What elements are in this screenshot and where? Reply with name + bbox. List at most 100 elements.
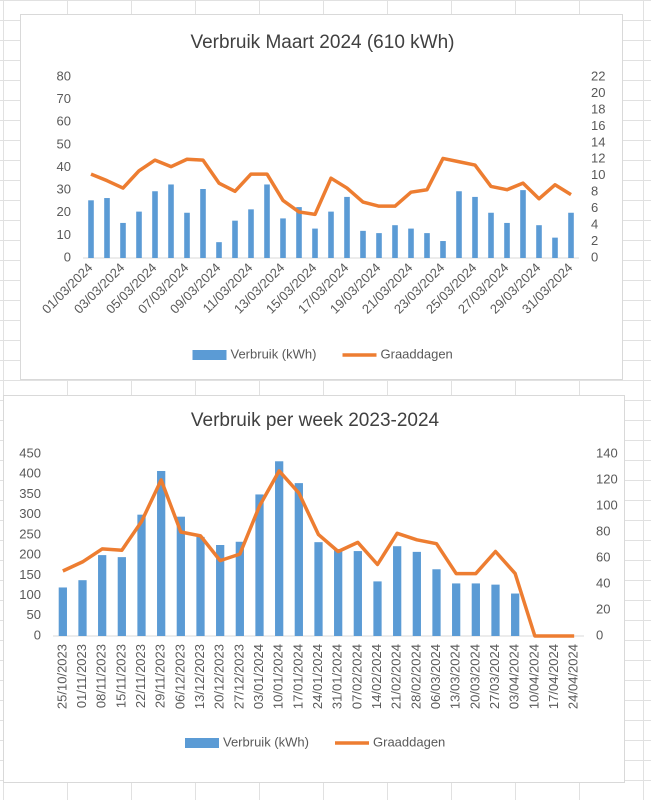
x-tick-label: 20/03/2024 (467, 644, 482, 709)
legend-label: Graaddagen (381, 346, 453, 361)
y2-tick-label: 12 (591, 151, 605, 166)
x-tick-label: 14/02/2024 (369, 644, 384, 709)
bar (408, 228, 414, 258)
bar (312, 228, 318, 258)
bar (275, 461, 284, 636)
bar (360, 230, 366, 258)
bar (152, 191, 158, 258)
y-tick-label: 400 (19, 466, 41, 481)
x-tick-label: 10/04/2024 (526, 644, 541, 709)
x-tick-label: 28/02/2024 (408, 644, 423, 709)
x-tick-label: 31/01/2024 (330, 644, 345, 709)
y-tick-label: 100 (19, 587, 41, 602)
y2-tick-label: 4 (591, 217, 598, 232)
bar (280, 218, 286, 258)
bar (216, 242, 222, 258)
bar (552, 237, 558, 258)
bar (424, 233, 430, 258)
bar (504, 222, 510, 258)
y-tick-label: 10 (57, 227, 71, 242)
bar (536, 225, 542, 258)
y-tick-label: 50 (57, 136, 71, 151)
x-tick-label: 24/01/2024 (310, 644, 325, 709)
x-tick-label: 25/10/2023 (54, 644, 69, 709)
bar (392, 225, 398, 258)
bar (296, 207, 302, 258)
y2-tick-label: 14 (591, 134, 605, 149)
y2-tick-label: 18 (591, 101, 605, 116)
y2-tick-label: 6 (591, 200, 598, 215)
y2-tick-label: 8 (591, 184, 598, 199)
y2-tick-label: 40 (596, 575, 610, 590)
y-tick-label: 450 (19, 445, 41, 460)
bar (248, 209, 254, 258)
y2-tick-label: 80 (596, 523, 610, 538)
x-tick-label: 29/11/2023 (153, 644, 168, 708)
bar (78, 580, 87, 636)
y2-tick-label: 120 (596, 471, 618, 486)
bar (294, 483, 303, 636)
bar (393, 546, 402, 636)
bar (235, 541, 244, 636)
y-tick-label: 40 (57, 159, 71, 174)
bar (412, 551, 421, 636)
bar (452, 583, 461, 636)
x-tick-label: 17/04/2024 (546, 644, 561, 709)
y-tick-label: 20 (57, 204, 71, 219)
x-tick-label: 20/12/2023 (212, 644, 227, 709)
y2-tick-label: 0 (596, 627, 603, 642)
bar (440, 241, 446, 258)
chart-panel: Verbruik per week 2023-20240501001502002… (3, 395, 625, 783)
legend-swatch (185, 738, 219, 748)
y2-tick-label: 16 (591, 118, 605, 133)
y-tick-label: 0 (64, 249, 71, 264)
x-tick-label: 13/03/2024 (448, 644, 463, 709)
x-tick-label: 03/01/2024 (251, 644, 266, 709)
y-tick-label: 30 (57, 182, 71, 197)
x-tick-label: 24/04/2024 (566, 644, 581, 709)
y-tick-label: 0 (34, 627, 41, 642)
y2-tick-label: 20 (596, 601, 610, 616)
bar (328, 211, 334, 258)
bar (136, 211, 142, 258)
x-tick-label: 17/01/2024 (290, 644, 305, 709)
x-tick-label: 07/02/2024 (349, 644, 364, 709)
bar (472, 196, 478, 258)
y-tick-label: 60 (57, 114, 71, 129)
bar (491, 584, 500, 636)
x-tick-label: 15/11/2023 (113, 644, 128, 708)
legend-swatch (192, 350, 227, 360)
bar (216, 545, 225, 636)
y2-tick-label: 60 (596, 549, 610, 564)
x-tick-label: 08/11/2023 (94, 644, 109, 708)
bar (264, 184, 270, 258)
legend-label: Verbruik (kWh) (231, 346, 317, 361)
y-tick-label: 150 (19, 567, 41, 582)
y2-tick-label: 20 (591, 85, 605, 100)
y-tick-label: 250 (19, 526, 41, 541)
bar (334, 549, 343, 636)
x-tick-label: 06/12/2023 (172, 644, 187, 709)
chart-panel: Verbruik Maart 2024 (610 kWh)01020304050… (20, 14, 623, 380)
x-tick-label: 27/12/2023 (231, 644, 246, 709)
bar (471, 583, 480, 636)
legend-label: Verbruik (kWh) (223, 734, 309, 749)
y2-tick-label: 22 (591, 68, 605, 83)
line (90, 156, 572, 217)
y-tick-label: 300 (19, 506, 41, 521)
x-tick-label: 27/03/2024 (487, 644, 502, 709)
x-tick-label: 03/04/2024 (507, 644, 522, 709)
bar (176, 516, 185, 636)
bar (432, 569, 441, 636)
bar (137, 514, 146, 636)
bar (88, 200, 94, 258)
y-tick-label: 70 (57, 91, 71, 106)
bar (568, 212, 574, 258)
x-tick-label: 01/11/2023 (74, 644, 89, 708)
legend-label: Graaddagen (373, 734, 445, 749)
bar (255, 494, 264, 636)
bar (117, 557, 126, 636)
y2-tick-label: 2 (591, 233, 598, 248)
bar (184, 212, 190, 258)
x-tick-label: 10/01/2024 (271, 644, 286, 709)
